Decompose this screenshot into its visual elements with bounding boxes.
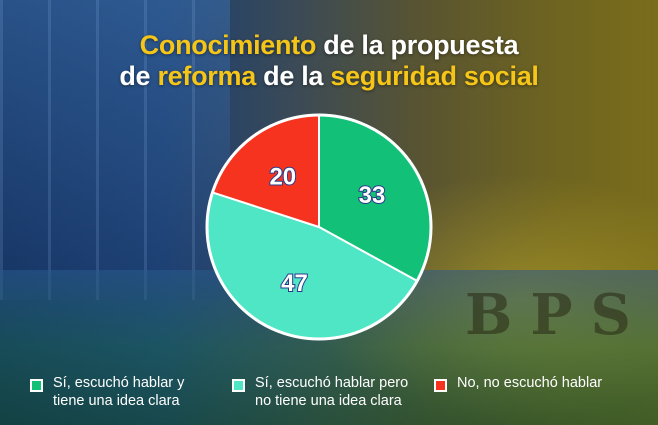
legend-label: Sí, escuchó hablar y tiene una idea clara: [53, 374, 184, 410]
legend-swatch-not-aware: [434, 379, 447, 392]
legend-label-line: No, no escuchó hablar: [457, 375, 603, 391]
title-highlight-seguridad-social: seguridad social: [330, 61, 539, 91]
legend-label-line: Sí, escuchó hablar y: [53, 375, 185, 391]
title-text: de: [119, 61, 158, 91]
legend-item-aware-unclear: Sí, escuchó hablar pero no tiene una idea…: [232, 374, 408, 410]
legend-label: Sí, escuchó hablar pero no tiene una idea…: [255, 374, 408, 410]
legend-swatch-aware-clear: [30, 379, 43, 392]
pie-value-label-aware-unclear: 47: [281, 270, 308, 297]
legend-item-aware-clear: Sí, escuchó hablar y tiene una idea clara: [30, 374, 184, 410]
title-text: de la propuesta: [316, 30, 519, 60]
title-line-1: Conocimiento de la propuesta: [0, 30, 658, 61]
background-revolving-door: [0, 0, 230, 300]
legend-item-not-aware: No, no escuchó hablar: [434, 374, 602, 392]
pie-outline: [205, 113, 433, 341]
legend-label-line: Sí, escuchó hablar pero: [255, 375, 409, 391]
background-sign-letters: BPS: [465, 282, 649, 348]
legend-swatch-aware-unclear: [232, 379, 245, 392]
chart-legend: Sí, escuchó hablar y tiene una idea clara…: [0, 374, 658, 414]
title-highlight-conocimiento: Conocimiento: [139, 30, 317, 60]
title-text: de la: [255, 61, 331, 91]
pie-value-label-aware-clear: 33: [359, 182, 386, 209]
legend-label: No, no escuchó hablar: [457, 374, 602, 392]
title-highlight-reforma: reforma: [157, 61, 256, 91]
chart-title: Conocimiento de la propuesta de reforma …: [0, 30, 658, 92]
legend-label-line: no tiene una idea clara: [255, 393, 402, 409]
pie-value-label-not-aware: 20: [269, 164, 296, 191]
legend-label-line: tiene una idea clara: [53, 393, 180, 409]
title-line-2: de reforma de la seguridad social: [0, 61, 658, 92]
